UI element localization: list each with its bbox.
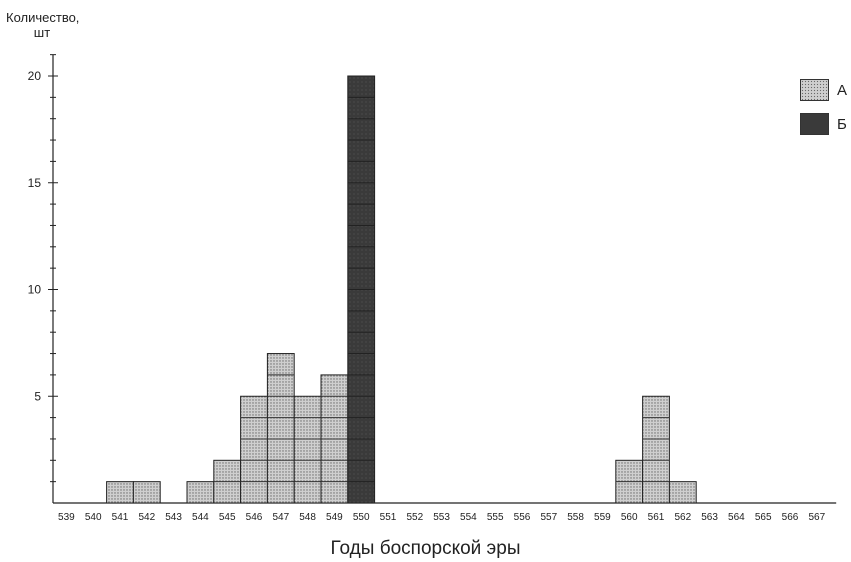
x-tick-labels: 539 540 541 542 543 544 545 546 547 548 549 550 551 5…: [58, 512, 826, 523]
x-tick-label: 554: [460, 512, 477, 523]
bar-a: [642, 395, 670, 504]
x-tick-label: 539: [58, 512, 75, 523]
x-tick-label: 565: [755, 512, 772, 523]
x-tick-label: 566: [782, 512, 799, 523]
x-tick-label: 541: [112, 512, 129, 523]
y-tick-label: 15: [28, 176, 42, 190]
x-tick-label: 561: [648, 512, 665, 523]
bar-a: [186, 481, 215, 504]
x-tick-label: 542: [138, 512, 155, 523]
y-tick-label: 20: [28, 69, 42, 83]
legend-label-a: А: [837, 81, 848, 99]
x-tick-label: 560: [621, 512, 638, 523]
y-tick-label: 10: [28, 283, 42, 297]
bar-a: [106, 481, 134, 504]
x-tick-label: 551: [380, 512, 397, 523]
x-tick-label: 544: [192, 512, 209, 523]
x-tick-label: 549: [326, 512, 343, 523]
bar-a: [293, 395, 322, 504]
legend: А Б: [800, 78, 847, 146]
x-tick-label: 564: [728, 512, 745, 523]
x-tick-label: 550: [353, 512, 370, 523]
x-tick-label: 548: [299, 512, 316, 523]
bar-a: [132, 481, 161, 504]
bar-a: [240, 395, 268, 504]
legend-item-b: Б: [800, 112, 847, 136]
axes: [48, 54, 837, 504]
y-tick-labels: 5 10 15 20: [28, 69, 42, 403]
bars: [106, 75, 697, 504]
y-axis-label: Количество, шт: [6, 10, 80, 40]
x-tick-label: 563: [701, 512, 718, 523]
x-tick-label: 546: [246, 512, 263, 523]
legend-swatch-b: [800, 113, 829, 135]
x-tick-label: 553: [433, 512, 450, 523]
x-tick-label: 545: [219, 512, 236, 523]
x-axis-label: Годы боспорской эры: [330, 538, 521, 559]
y-axis-label-line2: шт: [33, 25, 51, 40]
bar-a: [266, 353, 295, 504]
bar-a: [668, 481, 697, 504]
x-tick-label: 543: [165, 512, 182, 523]
x-tick-label: 555: [487, 512, 504, 523]
x-tick-label: 562: [674, 512, 691, 523]
x-tick-label: 559: [594, 512, 611, 523]
y-axis-label-line1: Количество,: [6, 10, 80, 25]
legend-swatch-a: [800, 79, 829, 101]
x-tick-label: 557: [540, 512, 557, 523]
x-tick-label: 567: [808, 512, 825, 523]
legend-label-b: Б: [837, 115, 847, 133]
x-tick-label: 558: [567, 512, 584, 523]
y-tick-label: 5: [34, 389, 41, 403]
legend-item-a: А: [800, 78, 847, 102]
x-tick-label: 556: [514, 512, 531, 523]
x-tick-label: 552: [406, 512, 423, 523]
x-tick-label: 547: [272, 512, 289, 523]
x-tick-label: 540: [85, 512, 102, 523]
